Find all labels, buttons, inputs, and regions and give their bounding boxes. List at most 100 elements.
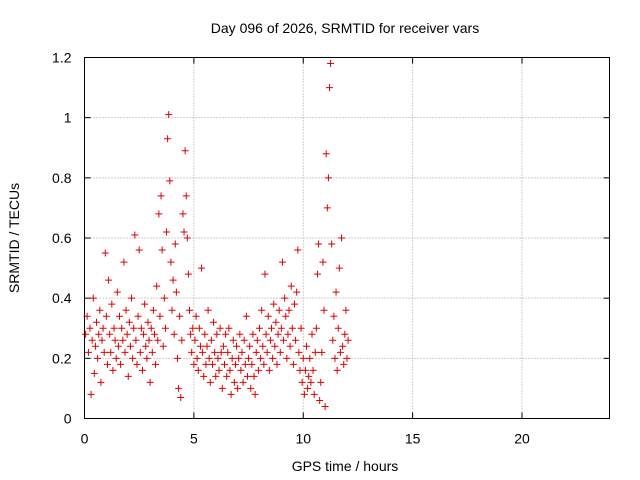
data-point [181,147,189,155]
data-point [145,336,153,344]
data-point [227,390,235,398]
data-point [182,192,190,200]
data-point [228,354,236,362]
data-point [252,348,260,356]
data-point [254,366,262,374]
data-point [344,336,352,344]
data-point [138,366,146,374]
data-point [190,360,198,368]
data-point [287,282,295,290]
data-point [117,360,125,368]
data-point [334,324,342,332]
data-point [284,330,292,338]
data-point [153,282,161,290]
data-point [93,318,101,326]
data-point [342,306,350,314]
data-point [330,312,338,320]
data-point [313,270,321,278]
data-point [96,306,104,314]
data-point [328,240,336,248]
data-point [121,348,129,356]
data-point [195,324,203,332]
data-point [271,342,279,350]
data-point [161,324,169,332]
data-point [155,210,163,218]
data-point [278,258,286,266]
data-point [140,330,148,338]
y-tick-label: 0.4 [52,290,72,306]
data-point [95,330,103,338]
data-point [168,306,176,314]
data-point [219,342,227,350]
data-point [310,390,318,398]
data-point [199,348,207,356]
data-point [173,354,181,362]
data-point [137,324,145,332]
data-point [187,330,195,338]
data-point [224,348,232,356]
data-point [116,312,123,320]
x-tick-label: 5 [190,431,198,447]
data-point [286,342,294,350]
data-point [249,330,257,338]
data-point [274,330,282,338]
data-point [339,342,347,350]
data-point [113,288,121,296]
data-point [264,312,272,320]
data-point [149,306,157,314]
data-point [283,354,291,362]
data-point [251,390,259,398]
data-point [201,330,209,338]
data-point [114,342,122,350]
data-point [94,354,102,362]
data-point [100,348,108,356]
data-point [285,306,293,314]
data-point [207,336,215,344]
y-axis-label: SRMTID / TECUs [6,183,22,293]
data-point [123,330,131,338]
data-point [142,342,150,350]
data-point [151,330,158,338]
data-point [270,300,278,308]
data-point [292,336,300,344]
data-point [223,372,231,380]
data-point [297,324,305,332]
data-point [164,135,172,143]
data-point [98,336,106,344]
data-point [87,390,95,398]
data-point [332,288,340,296]
data-point [157,192,165,200]
data-point [152,360,160,368]
data-point [248,360,256,368]
data-point [222,330,230,338]
data-point [160,294,168,302]
data-point [107,348,115,356]
data-point [200,372,208,380]
data-point [245,354,253,362]
data-point [276,348,284,356]
data-point [91,342,99,350]
data-point [106,330,114,338]
data-point [299,354,307,362]
data-point [261,270,269,278]
data-point [329,336,337,344]
data-point [175,384,183,392]
data-point [241,360,249,368]
data-point [133,360,141,368]
data-point [277,324,285,332]
data-point [253,336,261,344]
data-point [234,384,242,392]
data-point [269,354,277,362]
data-point [144,318,152,326]
data-point [88,336,96,344]
data-point [281,294,289,302]
data-point [273,360,281,368]
x-tick-label: 20 [514,431,530,447]
data-point [317,378,325,386]
data-point [170,330,178,338]
data-point [242,312,250,320]
data-point [194,366,202,374]
data-point [128,294,136,302]
data-point [331,354,339,362]
data-point [189,324,197,332]
